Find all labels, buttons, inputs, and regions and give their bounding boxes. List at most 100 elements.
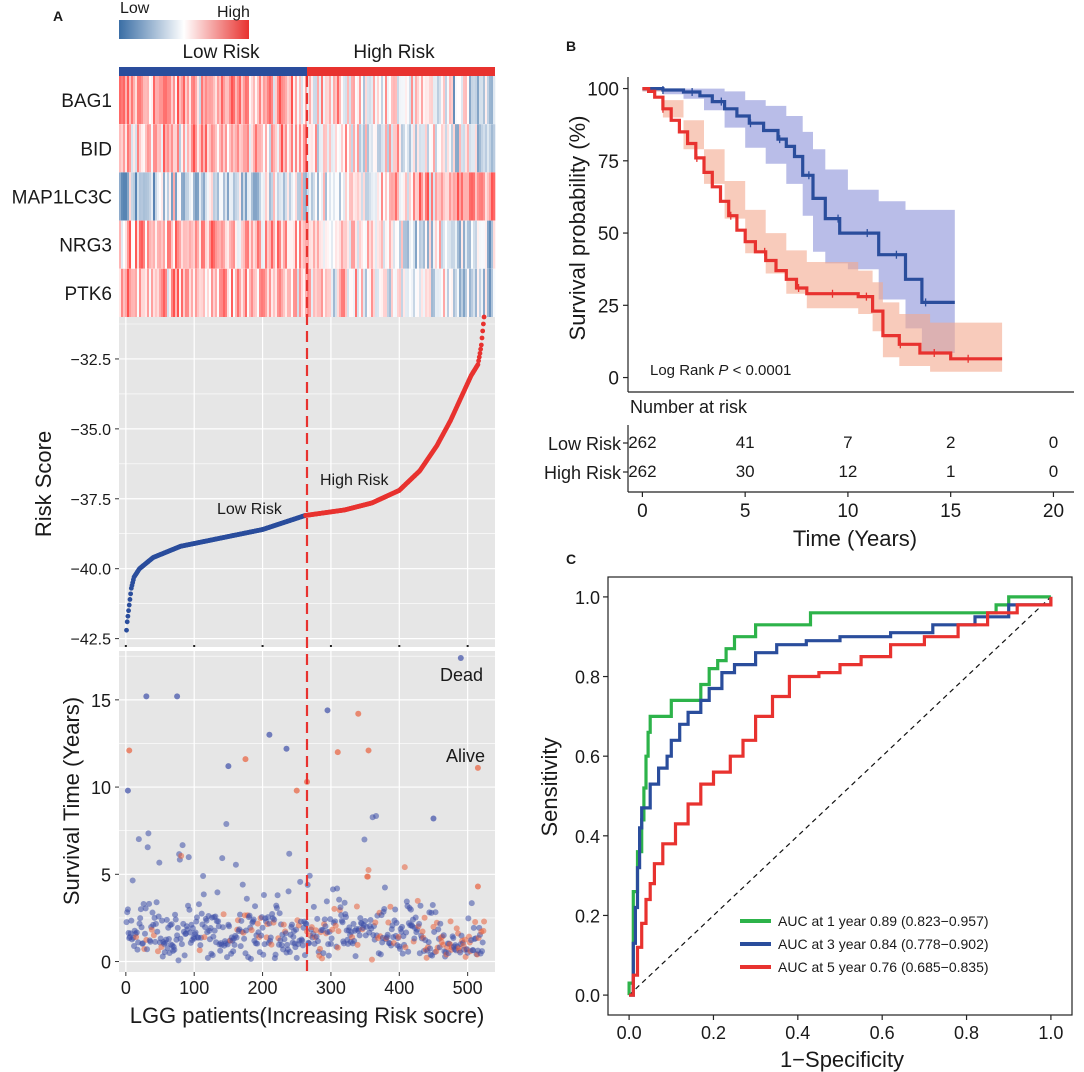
heatmap-cell	[211, 268, 214, 317]
heatmap-cell	[333, 220, 336, 269]
heatmap-cell	[251, 76, 254, 125]
heatmap-cell	[189, 76, 192, 125]
heatmap-cell	[187, 268, 190, 317]
survival-time-point	[453, 925, 460, 932]
heatmap-cell	[491, 220, 494, 269]
heatmap-cell	[309, 124, 312, 173]
heatmap-cell	[391, 220, 394, 269]
heatmap-cell	[455, 172, 458, 221]
heatmap-cell	[177, 124, 180, 173]
heatmap-cell	[171, 76, 174, 125]
survival-time-axes: 0 5 10 15 0 100 200 300 400 500	[91, 691, 483, 998]
heatmap-cell	[295, 76, 298, 125]
heatmap-cell	[311, 172, 314, 221]
survival-time-point	[211, 927, 218, 934]
heatmap-cell	[399, 220, 402, 269]
heatmap-cell	[233, 220, 236, 269]
heatmap-cell	[245, 124, 248, 173]
heatmap-cell	[491, 268, 494, 317]
heatmap-cell	[231, 220, 234, 269]
heatmap-cell	[409, 172, 412, 221]
risk-score-axes: −42.5 −40.0 −37.5 −35.0 −32.5	[71, 352, 469, 649]
heatmap-cell	[491, 172, 494, 221]
heatmap-cell	[153, 268, 156, 317]
heatmap-cell	[277, 76, 280, 125]
survival-time-point	[351, 937, 358, 944]
heatmap-cell	[211, 220, 214, 269]
survival-time-point	[220, 911, 227, 918]
survival-time-point	[479, 939, 486, 946]
survival-time-point	[237, 911, 243, 918]
heatmap-cell	[491, 124, 494, 173]
survival-time-point	[214, 889, 221, 896]
heatmap-cell	[335, 220, 338, 269]
heatmap-cell	[427, 220, 430, 269]
heatmap-cell	[213, 172, 216, 221]
survival-time-point	[284, 941, 291, 948]
heatmap-cell	[453, 172, 456, 221]
heatmap-cell	[213, 124, 216, 173]
heatmap-cell	[187, 76, 190, 125]
heatmap-cell	[269, 220, 272, 269]
heatmap-cell	[475, 124, 478, 173]
heatmap-cell	[283, 124, 286, 173]
survival-time-point	[350, 920, 357, 927]
heatmap-cell	[395, 220, 398, 269]
survival-time-points	[123, 654, 488, 964]
heatmap-cell	[371, 76, 374, 125]
heatmap-cell	[281, 124, 284, 173]
heatmap-cell	[185, 76, 188, 125]
color-key-high-label: High	[217, 4, 250, 21]
heatmap-cell	[479, 124, 482, 173]
survival-time-point	[280, 921, 287, 928]
survival-time-point	[243, 895, 250, 902]
heatmap-cell	[193, 172, 196, 221]
survival-time-point	[232, 861, 239, 868]
survival-time-point	[384, 931, 391, 938]
heatmap-cell	[277, 268, 280, 317]
risk-score-point	[478, 346, 484, 352]
heatmap-cell	[457, 268, 460, 317]
heatmap-cell	[403, 220, 406, 269]
heatmap-cell	[225, 220, 228, 269]
heatmap-cell	[303, 76, 306, 125]
survival-time-point	[474, 764, 481, 771]
survival-time-point	[282, 930, 289, 937]
heatmap-cell	[165, 76, 168, 125]
heatmap-cell	[419, 172, 422, 221]
survival-time-point	[143, 693, 150, 700]
heatmap-cell	[239, 76, 242, 125]
heatmap-cell	[411, 76, 414, 125]
heatmap-row	[119, 268, 496, 317]
heatmap-cell	[123, 268, 126, 317]
heatmap-cell	[207, 124, 210, 173]
heatmap-cell	[415, 172, 418, 221]
heatmap-cell	[401, 172, 404, 221]
risk-score-ytick-label: −37.5	[71, 492, 112, 509]
heatmap-cell	[363, 220, 366, 269]
heatmap-cell	[247, 268, 250, 317]
heatmap-cell	[299, 76, 302, 125]
heatmap-cell	[365, 268, 368, 317]
heatmap-cell	[285, 268, 288, 317]
heatmap-cell	[149, 220, 152, 269]
heatmap-cell	[393, 76, 396, 125]
survival-time-point	[144, 844, 151, 851]
heatmap-cell	[185, 220, 188, 269]
heatmap-cell	[235, 124, 238, 173]
survival-time-point	[393, 919, 400, 926]
survival-time-point	[149, 909, 156, 916]
heatmap-cell	[335, 76, 338, 125]
heatmap-cell	[203, 220, 206, 269]
survival-time-point	[134, 946, 141, 953]
heatmap-cell	[465, 268, 468, 317]
survival-time-point	[204, 954, 211, 961]
heatmap-cell	[267, 124, 270, 173]
heatmap-cell	[157, 124, 160, 173]
heatmap-cell	[193, 124, 196, 173]
heatmap-cell	[229, 220, 232, 269]
heatmap-cell	[401, 220, 404, 269]
survival-time-point	[306, 872, 313, 879]
heatmap-cell	[207, 172, 210, 221]
heatmap-cell	[397, 268, 400, 317]
